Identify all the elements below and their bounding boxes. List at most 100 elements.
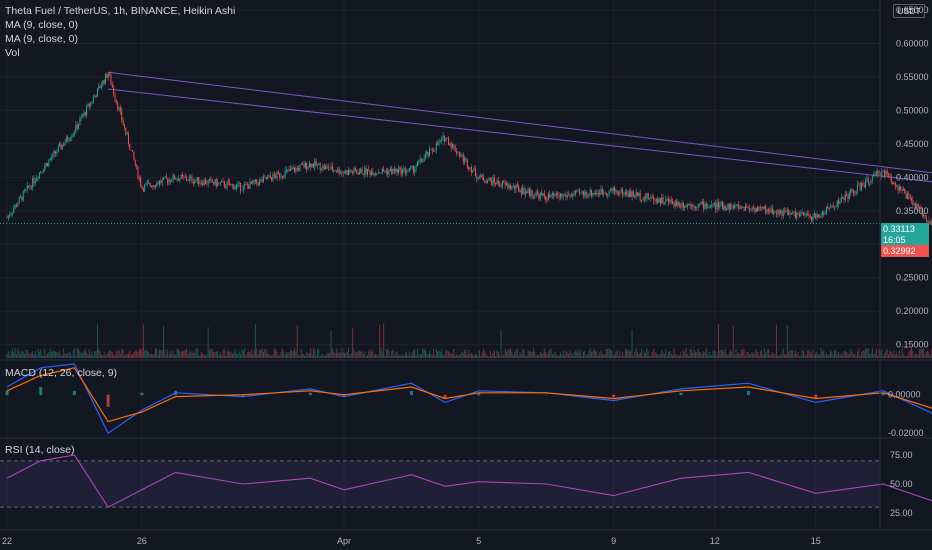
candle-body [427,151,429,156]
volume-bar [454,355,456,358]
volume-bar [558,355,560,358]
volume-bar [886,348,888,358]
volume-bar [37,349,39,358]
candle-body [873,174,875,177]
candle-body [411,166,413,168]
volume-bar [306,351,308,358]
candle-body [739,206,741,209]
ma-legend-2[interactable]: MA (9, close, 0) [5,33,78,45]
candle-body [665,199,667,203]
volume-bar [113,354,115,358]
volume-bar [431,354,433,358]
volume-bar [515,349,517,358]
macd-histogram-bar [409,390,413,396]
volume-bar [654,352,656,358]
candle-body [542,193,544,196]
candle-body [196,177,198,181]
volume-bar [723,351,725,358]
volume-bar [776,324,777,358]
candle-body [372,171,374,176]
candle-body [6,217,8,219]
volume-bar [75,355,77,358]
volume-bar [118,349,120,358]
candle-body [398,169,399,173]
volume-bar [200,352,202,358]
volume-bar [398,355,399,358]
candle-body [423,157,425,162]
volume-bar [146,351,148,358]
candle-body [534,195,536,197]
macd-tick-label: -0.02000 [888,428,924,438]
candle-body [639,192,641,200]
candle-body [354,168,356,171]
volume-bar [36,355,38,358]
volume-legend[interactable]: Vol [5,47,20,59]
candle-body [489,177,491,180]
volume-bar [740,350,742,358]
candle-body [360,168,362,173]
volume-bar [646,348,648,358]
volume-bar [839,355,841,358]
candle-body [337,168,339,173]
price-legend[interactable]: Theta Fuel / TetherUS, 1h, BINANCE, Heik… [5,4,235,60]
volume-bar [252,354,254,358]
volume-bar [754,352,756,358]
candle-body [867,178,869,184]
candle-body [36,178,38,181]
candle-body [569,194,571,197]
candle-body [204,180,206,184]
volume-bar [157,355,159,358]
candle-body [927,220,929,222]
volume-bar [473,355,475,358]
volume-bar [453,349,455,358]
rsi-legend[interactable]: RSI (14, close) [5,443,74,457]
x-tick-label: 26 [137,536,147,546]
candle-body [861,183,863,190]
volume-bar [730,349,732,358]
candle-body [241,190,243,192]
volume-bar [177,349,179,358]
candle-body [604,192,606,194]
volume-bar [655,353,657,358]
volume-bar [537,354,539,358]
volume-bar [857,351,858,358]
candle-body [659,198,661,204]
macd-histogram-bar [241,394,245,398]
volume-bar [179,350,181,358]
volume-bar [48,351,50,358]
candle-body [165,176,167,179]
candle-body [176,178,178,180]
trendlines[interactable] [108,71,932,252]
rsi-label[interactable]: RSI (14, close) [5,444,75,456]
macd-legend[interactable]: MACD (12, 26, close, 9) [5,366,117,380]
candle-body [496,180,498,185]
volume-bar [196,348,198,358]
currency-label[interactable]: USDT [893,4,925,18]
candle-body [798,214,800,217]
volume-bar [352,328,354,358]
candle-body [99,86,101,89]
candle-body [172,174,174,181]
volume-bar [736,353,738,358]
volume-bar [693,349,695,358]
candle-body [623,194,625,196]
macd-label[interactable]: MACD (12, 26, close, 9) [5,367,118,379]
candle-body [854,193,856,195]
volume-bar [601,353,603,358]
volume-bar [30,352,32,358]
volume-bar [210,348,212,358]
last-price-tag: 0.33113 16:05 [881,223,929,247]
candle-body [25,189,27,191]
symbol-title[interactable]: Theta Fuel / TetherUS, 1h, BINANCE, Heik… [5,5,236,17]
candle-body [904,188,906,193]
candle-body [407,170,409,172]
volume-bar [773,353,775,358]
candle-body [643,196,645,201]
candle-body [565,194,567,198]
ma-legend-1[interactable]: MA (9, close, 0) [5,19,78,31]
candle-body [592,193,594,196]
ma-price-value: 0.32992 [883,246,916,256]
candle-body [361,168,363,175]
volume-bar [801,349,803,358]
